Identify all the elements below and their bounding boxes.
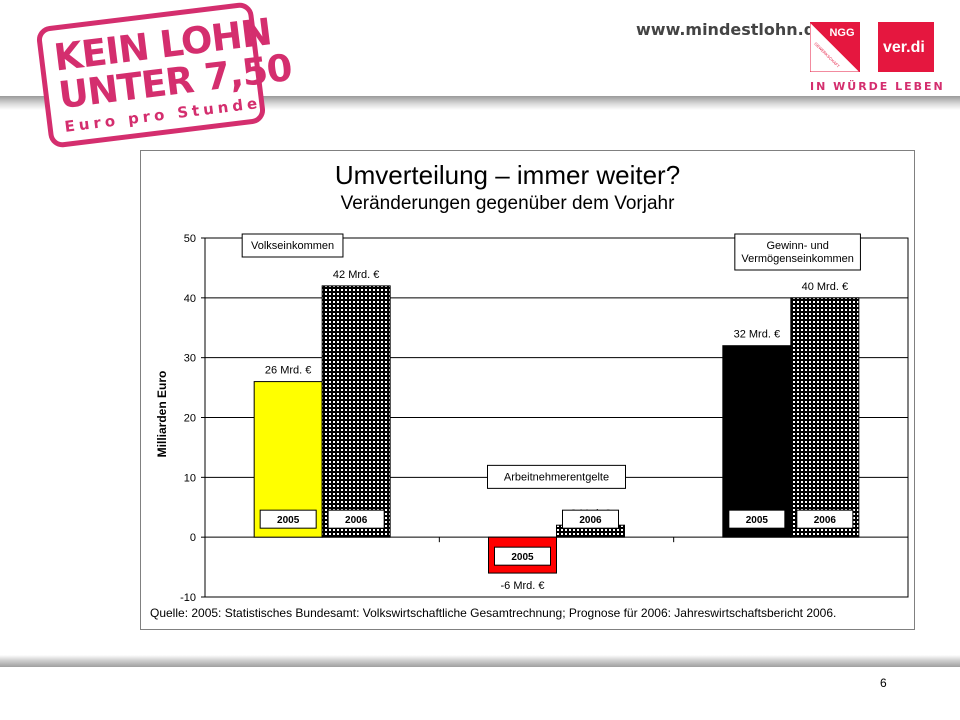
category-label: Vermögenseinkommen (741, 253, 854, 265)
footer-shadow-bar (0, 655, 960, 667)
bar-value-label: 40 Mrd. € (802, 281, 848, 293)
bar-2006 (321, 285, 391, 538)
y-tick-label: 10 (184, 472, 196, 484)
y-tick-label: 20 (184, 413, 196, 425)
y-tick-label: 40 (184, 293, 196, 305)
ngg-logo: NGG GEWERKSCHAFT (810, 22, 860, 72)
year-label: 2005 (277, 515, 300, 526)
plot-border (204, 237, 909, 598)
bar-2006 (790, 297, 860, 538)
ngg-text: NGG (829, 27, 854, 39)
category-label: Gewinn- und (766, 240, 828, 252)
year-label-box (728, 509, 786, 529)
year-label: 2006 (345, 515, 368, 526)
year-label: 2005 (746, 515, 769, 526)
year-label: 2005 (511, 552, 534, 563)
y-tick-label: -10 (180, 592, 196, 604)
chart-source: Quelle: 2005: Statistisches Bundesamt: V… (150, 606, 837, 620)
page-number: 6 (880, 676, 887, 690)
year-label-box (259, 509, 317, 529)
bar-value-label: -6 Mrd. € (500, 580, 544, 592)
year-label-box (494, 546, 551, 566)
chart-title: Umverteilung – immer weiter? (334, 160, 681, 190)
verdi-text: ver.di (883, 39, 925, 56)
category-label-group: Arbeitnehmerentgelte (487, 464, 626, 489)
slogan: IN WÜRDE LEBEN (810, 80, 945, 93)
category-label-box (487, 464, 626, 489)
chart-subtitle: Veränderungen gegenüber dem Vorjahr (340, 193, 675, 214)
bar-2005 (722, 345, 792, 538)
bar-value-label: 26 Mrd. € (265, 365, 311, 377)
bar-value-label: 42 Mrd. € (333, 269, 379, 281)
year-label-box (327, 509, 385, 529)
category-label-box (734, 233, 861, 271)
category-label: Arbeitnehmerentgelte (504, 471, 609, 483)
category-label: Volkseinkommen (251, 240, 334, 252)
bar-value-label: 32 Mrd. € (734, 329, 780, 341)
verdi-logo: ver.di (878, 22, 934, 72)
y-tick-label: 0 (190, 532, 196, 544)
year-label-box (796, 509, 854, 529)
year-label: 2006 (814, 515, 837, 526)
category-label-group: Volkseinkommen (241, 233, 344, 258)
y-tick-label: 30 (184, 353, 196, 365)
year-label: 2006 (579, 515, 602, 526)
year-label-box (562, 509, 619, 529)
y-tick-label: 50 (184, 233, 196, 245)
category-label-box (241, 233, 344, 258)
website-url[interactable]: www.mindestlohn.de (636, 20, 827, 39)
